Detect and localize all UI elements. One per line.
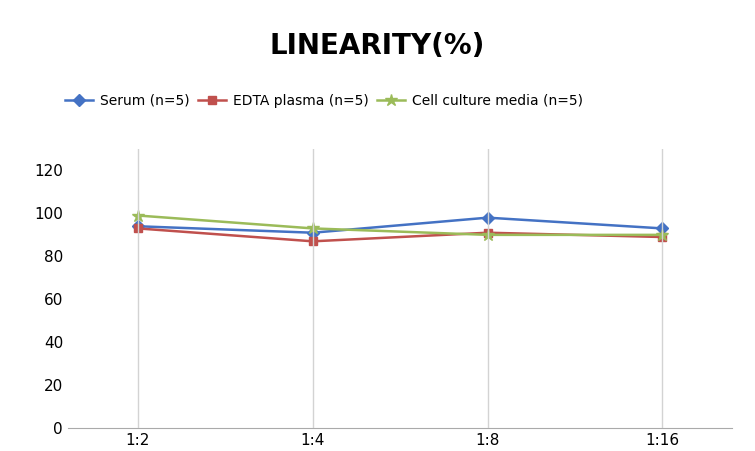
- EDTA plasma (n=5): [658, 235, 667, 240]
- Line: Cell culture media (n=5): Cell culture media (n=5): [131, 209, 669, 241]
- Serum (n=5): [134, 224, 143, 229]
- Serum (n=5): [308, 230, 317, 235]
- Cell culture media (n=5): [308, 226, 317, 231]
- Legend: Serum (n=5), EDTA plasma (n=5), Cell culture media (n=5): Serum (n=5), EDTA plasma (n=5), Cell cul…: [60, 88, 588, 113]
- Line: Serum (n=5): Serum (n=5): [134, 213, 667, 237]
- EDTA plasma (n=5): [308, 239, 317, 244]
- EDTA plasma (n=5): [483, 230, 492, 235]
- Text: LINEARITY(%): LINEARITY(%): [270, 32, 485, 60]
- Serum (n=5): [483, 215, 492, 221]
- Cell culture media (n=5): [483, 232, 492, 238]
- EDTA plasma (n=5): [134, 226, 143, 231]
- Serum (n=5): [658, 226, 667, 231]
- Cell culture media (n=5): [658, 232, 667, 238]
- Cell culture media (n=5): [134, 213, 143, 218]
- Line: EDTA plasma (n=5): EDTA plasma (n=5): [134, 224, 667, 245]
